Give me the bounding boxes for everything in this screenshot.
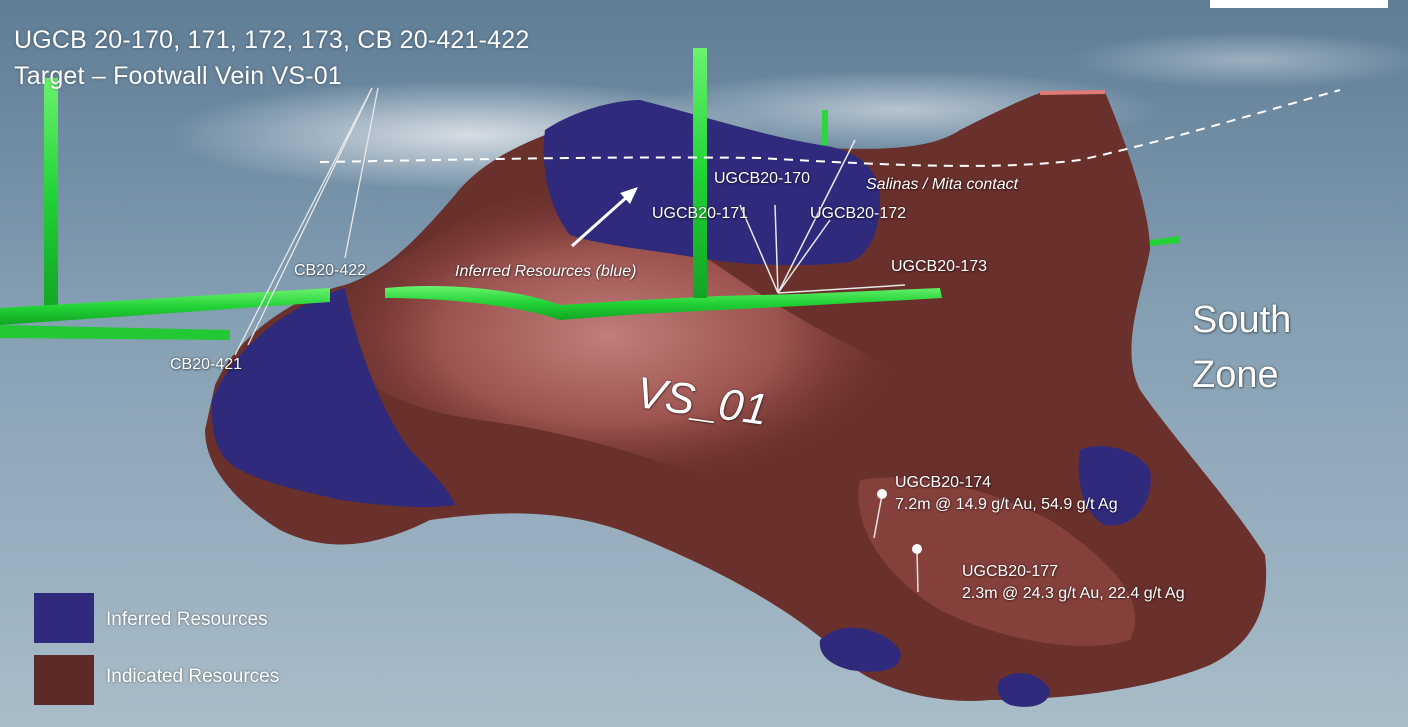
legend-swatch-indicated	[34, 655, 94, 705]
drift-center	[385, 285, 942, 320]
indicated-highlight-lower	[858, 477, 1136, 646]
drift-right	[1150, 236, 1180, 246]
corner-box	[1210, 0, 1388, 8]
intercept-hole-177: UGCB20-177	[962, 563, 1059, 580]
inferred-patch-bottom-left	[819, 627, 901, 672]
label-zone-line-2: Zone	[1192, 354, 1279, 396]
drillhole-fan	[739, 139, 906, 294]
intercept-hole-174: UGCB20-174	[895, 474, 992, 491]
cloud	[1070, 32, 1408, 88]
shaft-left	[44, 78, 58, 310]
intercept-result-174: 7.2m @ 14.9 g/t Au, 54.9 g/t Ag	[895, 496, 1118, 513]
legend-swatch-inferred	[34, 593, 94, 643]
label-ugcb20-171: UGCB20-171	[652, 205, 749, 222]
label-cb20-421: CB20-421	[170, 356, 243, 373]
cb-leader-lines	[234, 87, 379, 356]
label-ugcb20-172: UGCB20-172	[810, 205, 907, 222]
shaft-center	[693, 48, 707, 298]
label-ugcb20-173: UGCB20-173	[891, 258, 988, 275]
indicated-top-rim	[1039, 90, 1106, 95]
intercept-result-177: 2.3m @ 24.3 g/t Au, 22.4 g/t Ag	[962, 585, 1185, 602]
inferred-arrow	[571, 187, 638, 248]
intercept-markers	[873, 489, 922, 593]
title-line-2: Target – Footwall Vein VS-01	[14, 62, 342, 90]
label-ugcb20-170: UGCB20-170	[714, 170, 811, 187]
drift-left-branch	[0, 325, 230, 340]
legend-label-inferred: Inferred Resources	[106, 609, 268, 630]
salinas-mita-contact-line	[319, 89, 1341, 167]
title-line-1: UGCB 20-170, 171, 172, 173, CB 20-421-42…	[14, 26, 530, 54]
inferred-patch-bottom-right	[997, 673, 1050, 707]
inferred-patch-top	[543, 100, 880, 266]
label-zone-line-1: South	[1192, 299, 1292, 341]
shaft-center-back	[822, 110, 828, 170]
label-inferred-arrow: Inferred Resources (blue)	[455, 263, 637, 280]
indicated-highlight	[330, 194, 952, 511]
drift-left	[0, 288, 330, 325]
label-contact: Salinas / Mita contact	[866, 176, 1019, 193]
legend-label-indicated: Indicated Resources	[106, 666, 280, 687]
inferred-patch-right	[1078, 446, 1151, 526]
inferred-patch-left	[211, 288, 455, 508]
label-cb20-422: CB20-422	[294, 262, 367, 279]
